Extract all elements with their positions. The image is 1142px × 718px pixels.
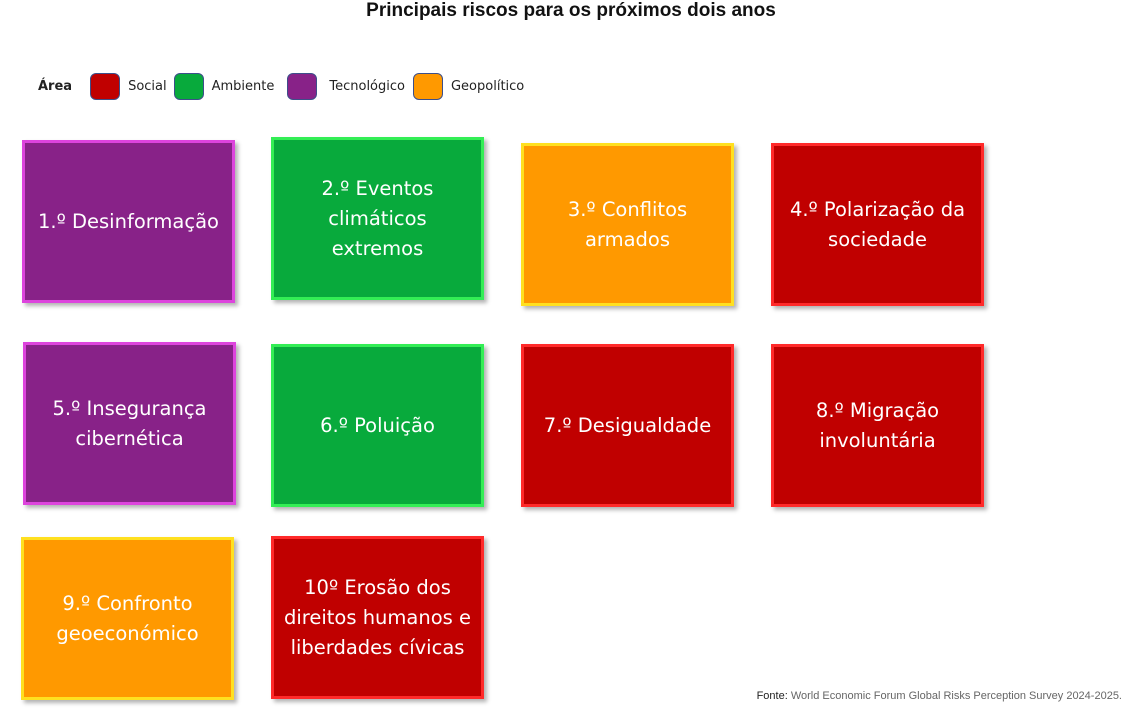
legend-swatch-geopolitico <box>412 73 443 100</box>
legend-label: Área <box>38 79 73 94</box>
risk-card-8: 8.º Migração involuntária <box>771 344 984 507</box>
risk-card-9: 9.º Confronto geoeconómico <box>21 537 234 700</box>
legend-text-social: Social <box>128 79 167 94</box>
risk-card-4: 4.º Polarização da sociedade <box>771 143 984 306</box>
legend: Área Social Ambiente Tecnológico Geopolí… <box>38 73 531 100</box>
legend-swatch-ambiente <box>173 73 204 100</box>
risk-card-10: 10º Erosão dos direitos humanos e liberd… <box>271 536 484 699</box>
risk-card-3: 3.º Conflitos armados <box>521 143 734 306</box>
legend-swatch-tecnologico <box>287 73 318 100</box>
source-label: Fonte: <box>756 690 788 702</box>
legend-text-ambiente: Ambiente <box>211 79 275 94</box>
source-note: Fonte: World Economic Forum Global Risks… <box>757 690 1122 702</box>
risk-card-7: 7.º Desigualdade <box>521 344 734 507</box>
risk-card-2: 2.º Eventos climáticos extremos <box>271 137 484 300</box>
legend-text-tecnologico: Tecnológico <box>329 79 405 94</box>
chart-title: Principais riscos para os próximos dois … <box>366 0 776 21</box>
risk-card-1: 1.º Desinformação <box>22 140 235 303</box>
risk-card-6: 6.º Poluição <box>271 344 484 507</box>
source-text: World Economic Forum Global Risks Percep… <box>787 690 1122 702</box>
legend-text-geopolitico: Geopolítico <box>450 79 525 94</box>
legend-swatch-social <box>90 73 121 100</box>
risk-card-5: 5.º Insegurança cibernética <box>23 342 236 505</box>
